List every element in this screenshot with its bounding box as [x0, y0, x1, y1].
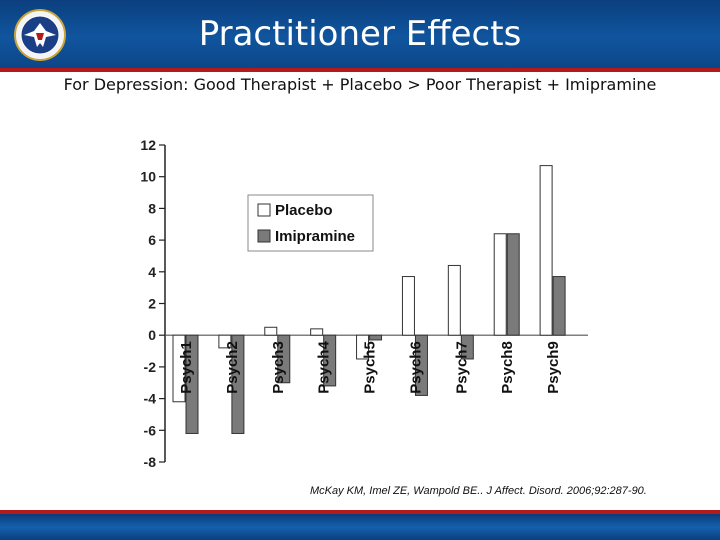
y-tick-label: -4	[144, 391, 157, 407]
y-tick-label: -2	[144, 359, 157, 375]
y-tick-label: 8	[148, 200, 156, 216]
placebo-bar	[401, 276, 415, 336]
footer-divider	[0, 510, 720, 514]
y-tick-label: 6	[148, 232, 156, 248]
imipramine-bar	[506, 233, 520, 336]
slide-subtitle: For Depression: Good Therapist + Placebo…	[63, 75, 657, 94]
imipramine-bar	[414, 334, 428, 396]
x-category-label: Psych1	[178, 341, 195, 394]
legend-placebo-swatch	[257, 203, 271, 217]
imipramine-bar	[369, 334, 383, 341]
imipramine-bar	[552, 276, 566, 336]
imipramine-bar	[277, 334, 291, 384]
legend-imipramine-label: Imipramine	[275, 228, 355, 245]
placebo-bar	[218, 334, 232, 349]
slide-title: Practitioner Effects	[198, 14, 522, 54]
imipramine-bar	[185, 334, 199, 434]
footer-bar	[0, 514, 720, 540]
placebo-bar	[539, 165, 553, 336]
y-tick-label: 10	[140, 169, 156, 185]
imipramine-bar	[460, 334, 474, 360]
header-bar	[0, 0, 720, 68]
y-tick-label: 2	[148, 296, 156, 312]
x-category-label: Psych4	[316, 341, 333, 394]
x-category-label: Psych2	[224, 341, 241, 394]
x-category-label: Psych6	[407, 341, 424, 394]
header-divider	[0, 68, 720, 72]
placebo-bar	[447, 264, 461, 336]
placebo-bar	[356, 334, 370, 360]
y-tick-label: 4	[148, 264, 156, 280]
x-category-label: Psych7	[453, 341, 470, 394]
va-seal-icon	[14, 9, 66, 61]
x-category-label: Psych9	[545, 341, 562, 394]
x-category-label: Psych8	[499, 341, 516, 394]
placebo-bar	[310, 328, 324, 336]
imipramine-bar	[323, 334, 337, 387]
y-tick-label: 0	[148, 327, 156, 343]
placebo-bar	[264, 326, 278, 336]
x-category-label: Psych5	[362, 341, 379, 394]
legend-placebo-label: Placebo	[275, 202, 333, 219]
x-category-label: Psych3	[270, 341, 287, 394]
y-tick-label: 12	[140, 137, 156, 153]
placebo-bar	[493, 233, 507, 336]
y-tick-label: -6	[144, 422, 157, 438]
placebo-bar	[172, 334, 186, 403]
imipramine-bar	[231, 334, 245, 434]
bar-chart: 12 10 8 6 4 2 0 -2 -4 -6 -8 Psych1 Psych2 Psych3 Psyc…	[140, 137, 588, 470]
y-tick-label: -8	[144, 454, 157, 470]
citation: McKay KM, Imel ZE, Wampold BE.. J Affect…	[310, 485, 647, 497]
legend-imipramine-swatch	[257, 229, 271, 243]
